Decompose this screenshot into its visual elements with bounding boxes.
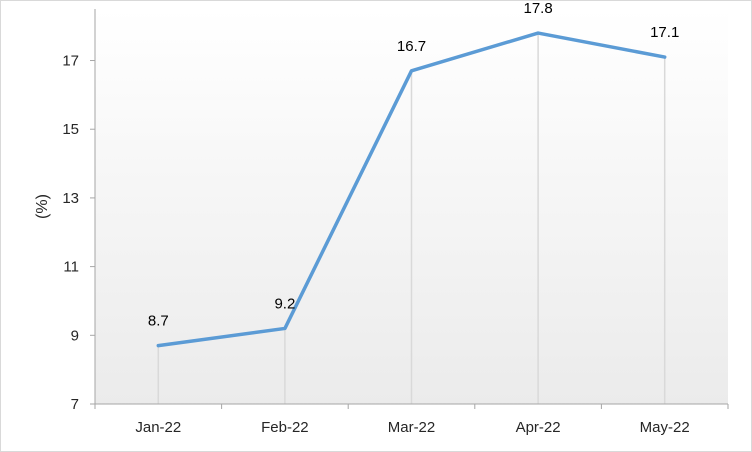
x-tick-label: May-22 [640,419,690,436]
x-tick-label: Jan-22 [135,419,181,436]
y-axis-title: (%) [34,194,51,219]
series-line [156,31,667,348]
y-tick-label: 7 [71,396,79,413]
axes [94,9,728,405]
y-tick-label: 17 [62,53,79,70]
data-label: 17.8 [523,1,552,17]
data-label: 16.7 [397,38,426,55]
data-label: 17.1 [650,24,679,41]
drop-lines [157,33,666,404]
data-label: 9.2 [274,295,295,312]
y-tick-label: 15 [62,121,79,138]
x-tick-label: Mar-22 [388,419,436,436]
y-axis-ticks: 7 9 11 13 15 17 [62,53,95,413]
data-labels: 8.7 9.2 16.7 17.8 17.1 [148,1,679,330]
x-axis-ticks: Jan-22 Feb-22 Mar-22 Apr-22 May-22 [94,404,729,436]
series-group [156,31,667,348]
x-tick-label: Apr-22 [516,419,561,436]
y-tick-label: 9 [71,327,79,344]
data-label: 8.7 [148,313,169,330]
x-tick-label: Feb-22 [261,419,309,436]
y-tick-label: 13 [62,190,79,207]
y-tick-label: 11 [63,259,79,276]
